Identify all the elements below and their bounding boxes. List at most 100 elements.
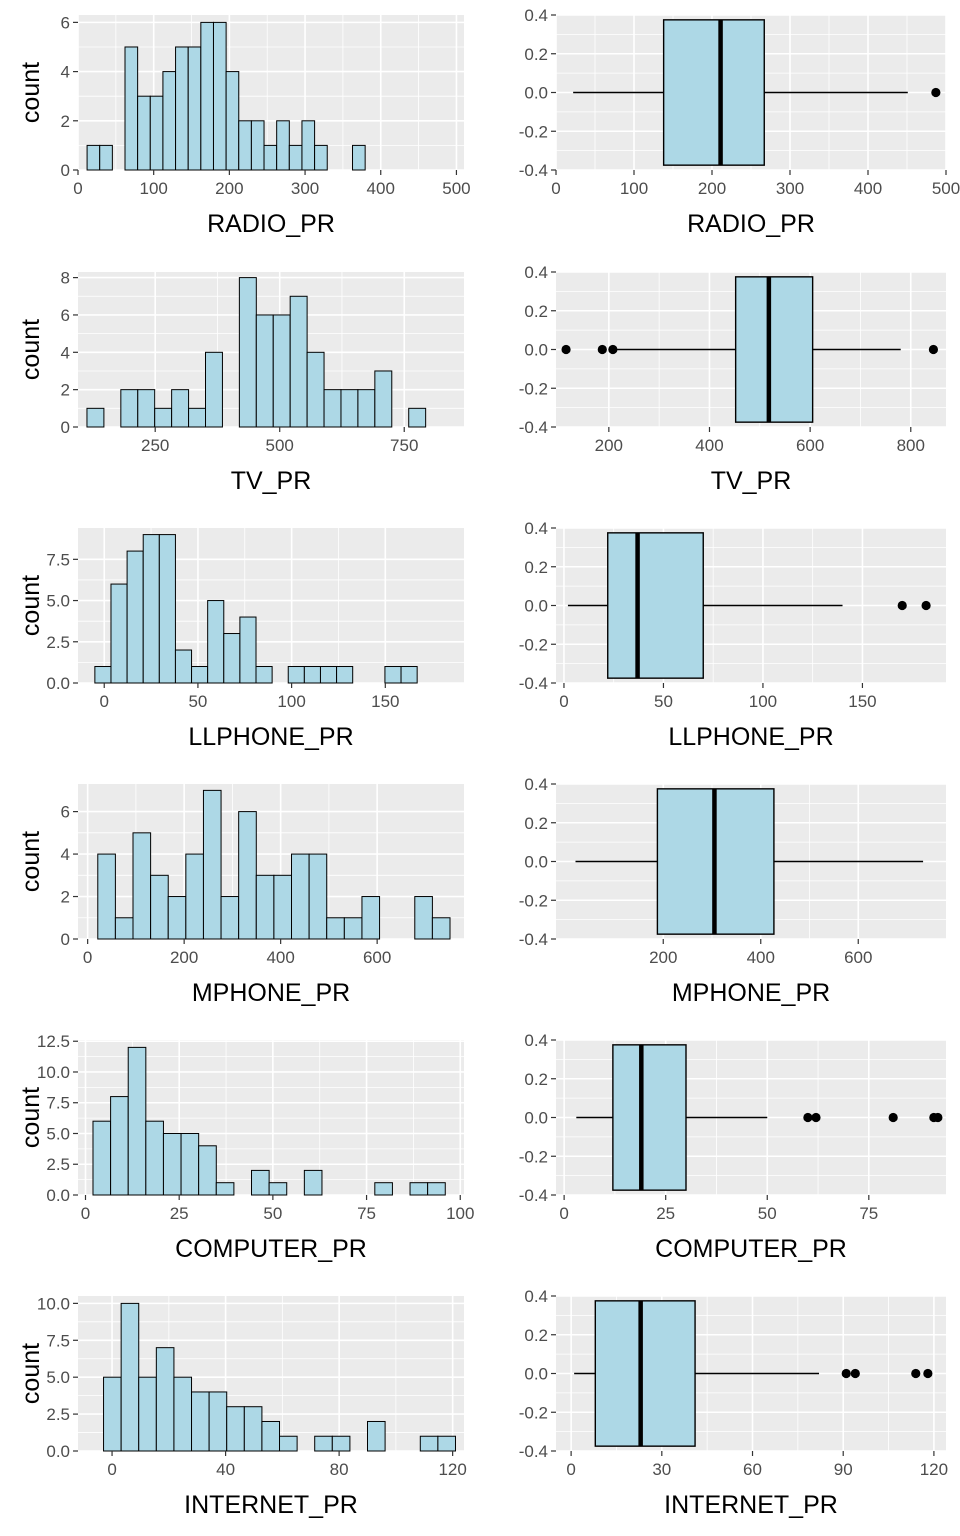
x-tick-label: 50 <box>758 1204 777 1223</box>
histogram-bar <box>261 1420 281 1452</box>
y-tick-label: 0.0 <box>46 674 70 693</box>
histogram-bar <box>251 1169 270 1196</box>
histogram-bar <box>138 1376 157 1452</box>
y-tick-label: 0.0 <box>46 1186 70 1205</box>
histogram-bar <box>110 583 128 684</box>
histogram-bar <box>303 666 321 684</box>
y-tick-label: 10.0 <box>37 1294 70 1313</box>
histogram-bar <box>374 370 393 428</box>
histogram-bar <box>202 789 222 940</box>
histogram-bar <box>276 120 290 171</box>
x-tick-label: 0 <box>73 179 82 198</box>
outlier-point <box>850 1368 860 1379</box>
histogram-bar <box>180 1132 200 1196</box>
histogram-bar <box>150 874 169 940</box>
outlier-point <box>931 87 941 98</box>
histogram-bar <box>314 144 328 171</box>
histogram-bar <box>162 71 177 171</box>
histogram-bar <box>400 666 418 684</box>
x-axis-title: MPHONE_PR <box>192 979 350 1007</box>
histogram-bar <box>86 144 101 171</box>
y-tick-label: 0.0 <box>524 341 548 360</box>
y-axis-title: count <box>17 319 45 380</box>
histogram-bar <box>200 21 214 171</box>
outlier-point <box>597 344 607 355</box>
histogram-bar <box>367 1420 386 1452</box>
y-tick-label: -0.2 <box>519 122 548 141</box>
histogram-bar <box>127 1046 147 1196</box>
y-tick-label: -0.2 <box>519 379 548 398</box>
x-tick-label: 100 <box>139 179 167 198</box>
box-iqr <box>594 1300 696 1447</box>
histogram-bar <box>279 1435 298 1452</box>
x-axis-title: INTERNET_PR <box>184 1491 358 1519</box>
x-axis-title: COMPUTER_PR <box>655 1235 847 1263</box>
y-tick-label: 5.0 <box>46 592 70 611</box>
boxplot-internet-pr: 0 30 60 90 120 -0.4 -0.2 0.0 0.2 0.4 INTERNET_PR <box>519 1287 948 1519</box>
histogram-bar <box>126 550 144 684</box>
y-tick-label: -0.2 <box>519 635 548 654</box>
y-tick-label: 6 <box>61 803 70 822</box>
histogram-bar <box>94 666 112 684</box>
x-tick-label: 600 <box>363 948 391 967</box>
histogram-bar <box>357 389 376 428</box>
histogram-bar <box>99 144 113 171</box>
histogram-bar <box>288 144 303 171</box>
histogram-bar <box>374 1182 393 1196</box>
histogram-bar <box>343 917 363 940</box>
box-iqr <box>612 1044 687 1191</box>
histogram-bar <box>314 1435 333 1452</box>
x-axis-title: INTERNET_PR <box>664 1491 838 1519</box>
histogram-bar <box>175 46 189 171</box>
boxplot-radio-pr: 0 100 200 300 400 500 -0.4 -0.2 0.0 0.2 0.4 RADIO_P… <box>519 6 960 238</box>
x-tick-label: 0 <box>107 1460 116 1479</box>
y-tick-label: 0.0 <box>524 84 548 103</box>
box-iqr <box>662 19 765 166</box>
histogram-bar <box>361 896 381 940</box>
y-tick-label: -0.4 <box>519 674 548 693</box>
x-tick-label: 30 <box>652 1460 671 1479</box>
x-tick-label: 40 <box>216 1460 235 1479</box>
x-tick-label: 0 <box>551 179 560 198</box>
histogram-bar <box>273 874 293 940</box>
x-tick-label: 100 <box>277 692 305 711</box>
histogram-bar <box>103 1376 122 1452</box>
x-tick-label: 0 <box>559 1204 568 1223</box>
y-tick-label: 0.4 <box>524 1031 548 1050</box>
y-tick-label: 0.2 <box>524 1326 548 1345</box>
histogram-bar <box>319 666 338 684</box>
x-tick-label: 200 <box>215 179 243 198</box>
histogram-bar <box>255 874 275 940</box>
x-axis-title: LLPHONE_PR <box>188 723 353 751</box>
histogram-bar <box>137 389 156 428</box>
outlier-point <box>933 1112 943 1123</box>
y-tick-label: -0.4 <box>519 161 548 180</box>
histogram-bar <box>303 1169 323 1196</box>
x-tick-label: 50 <box>654 692 673 711</box>
y-tick-label: 0.2 <box>524 1070 548 1089</box>
x-tick-label: 100 <box>749 692 777 711</box>
y-tick-label: 7.5 <box>46 550 70 569</box>
histogram-radio-pr: 0 100 200 300 400 500 0 2 4 6 RADIO_PR count <box>17 13 471 238</box>
histogram-bar <box>97 853 116 940</box>
y-tick-label: 0.0 <box>524 853 548 872</box>
histogram-bar <box>255 314 274 428</box>
y-tick-label: -0.4 <box>519 930 548 949</box>
histogram-bar <box>238 811 257 940</box>
histogram-bar <box>158 534 176 684</box>
y-tick-label: 4 <box>61 343 70 362</box>
histogram-bar <box>250 120 265 171</box>
histogram-bar <box>431 917 451 940</box>
y-tick-label: 0.4 <box>524 519 548 538</box>
histogram-bar <box>223 633 241 684</box>
y-tick-label: 2 <box>61 888 70 907</box>
y-tick-label: -0.2 <box>519 1403 548 1422</box>
histogram-bar <box>208 1391 228 1452</box>
histogram-bar <box>414 896 433 940</box>
y-tick-label: 0.2 <box>524 302 548 321</box>
histogram-bar <box>120 389 139 428</box>
y-tick-label: 6 <box>61 13 70 32</box>
histogram-bar <box>120 1302 140 1452</box>
histogram-bar <box>149 95 164 171</box>
x-tick-label: 400 <box>747 948 775 967</box>
